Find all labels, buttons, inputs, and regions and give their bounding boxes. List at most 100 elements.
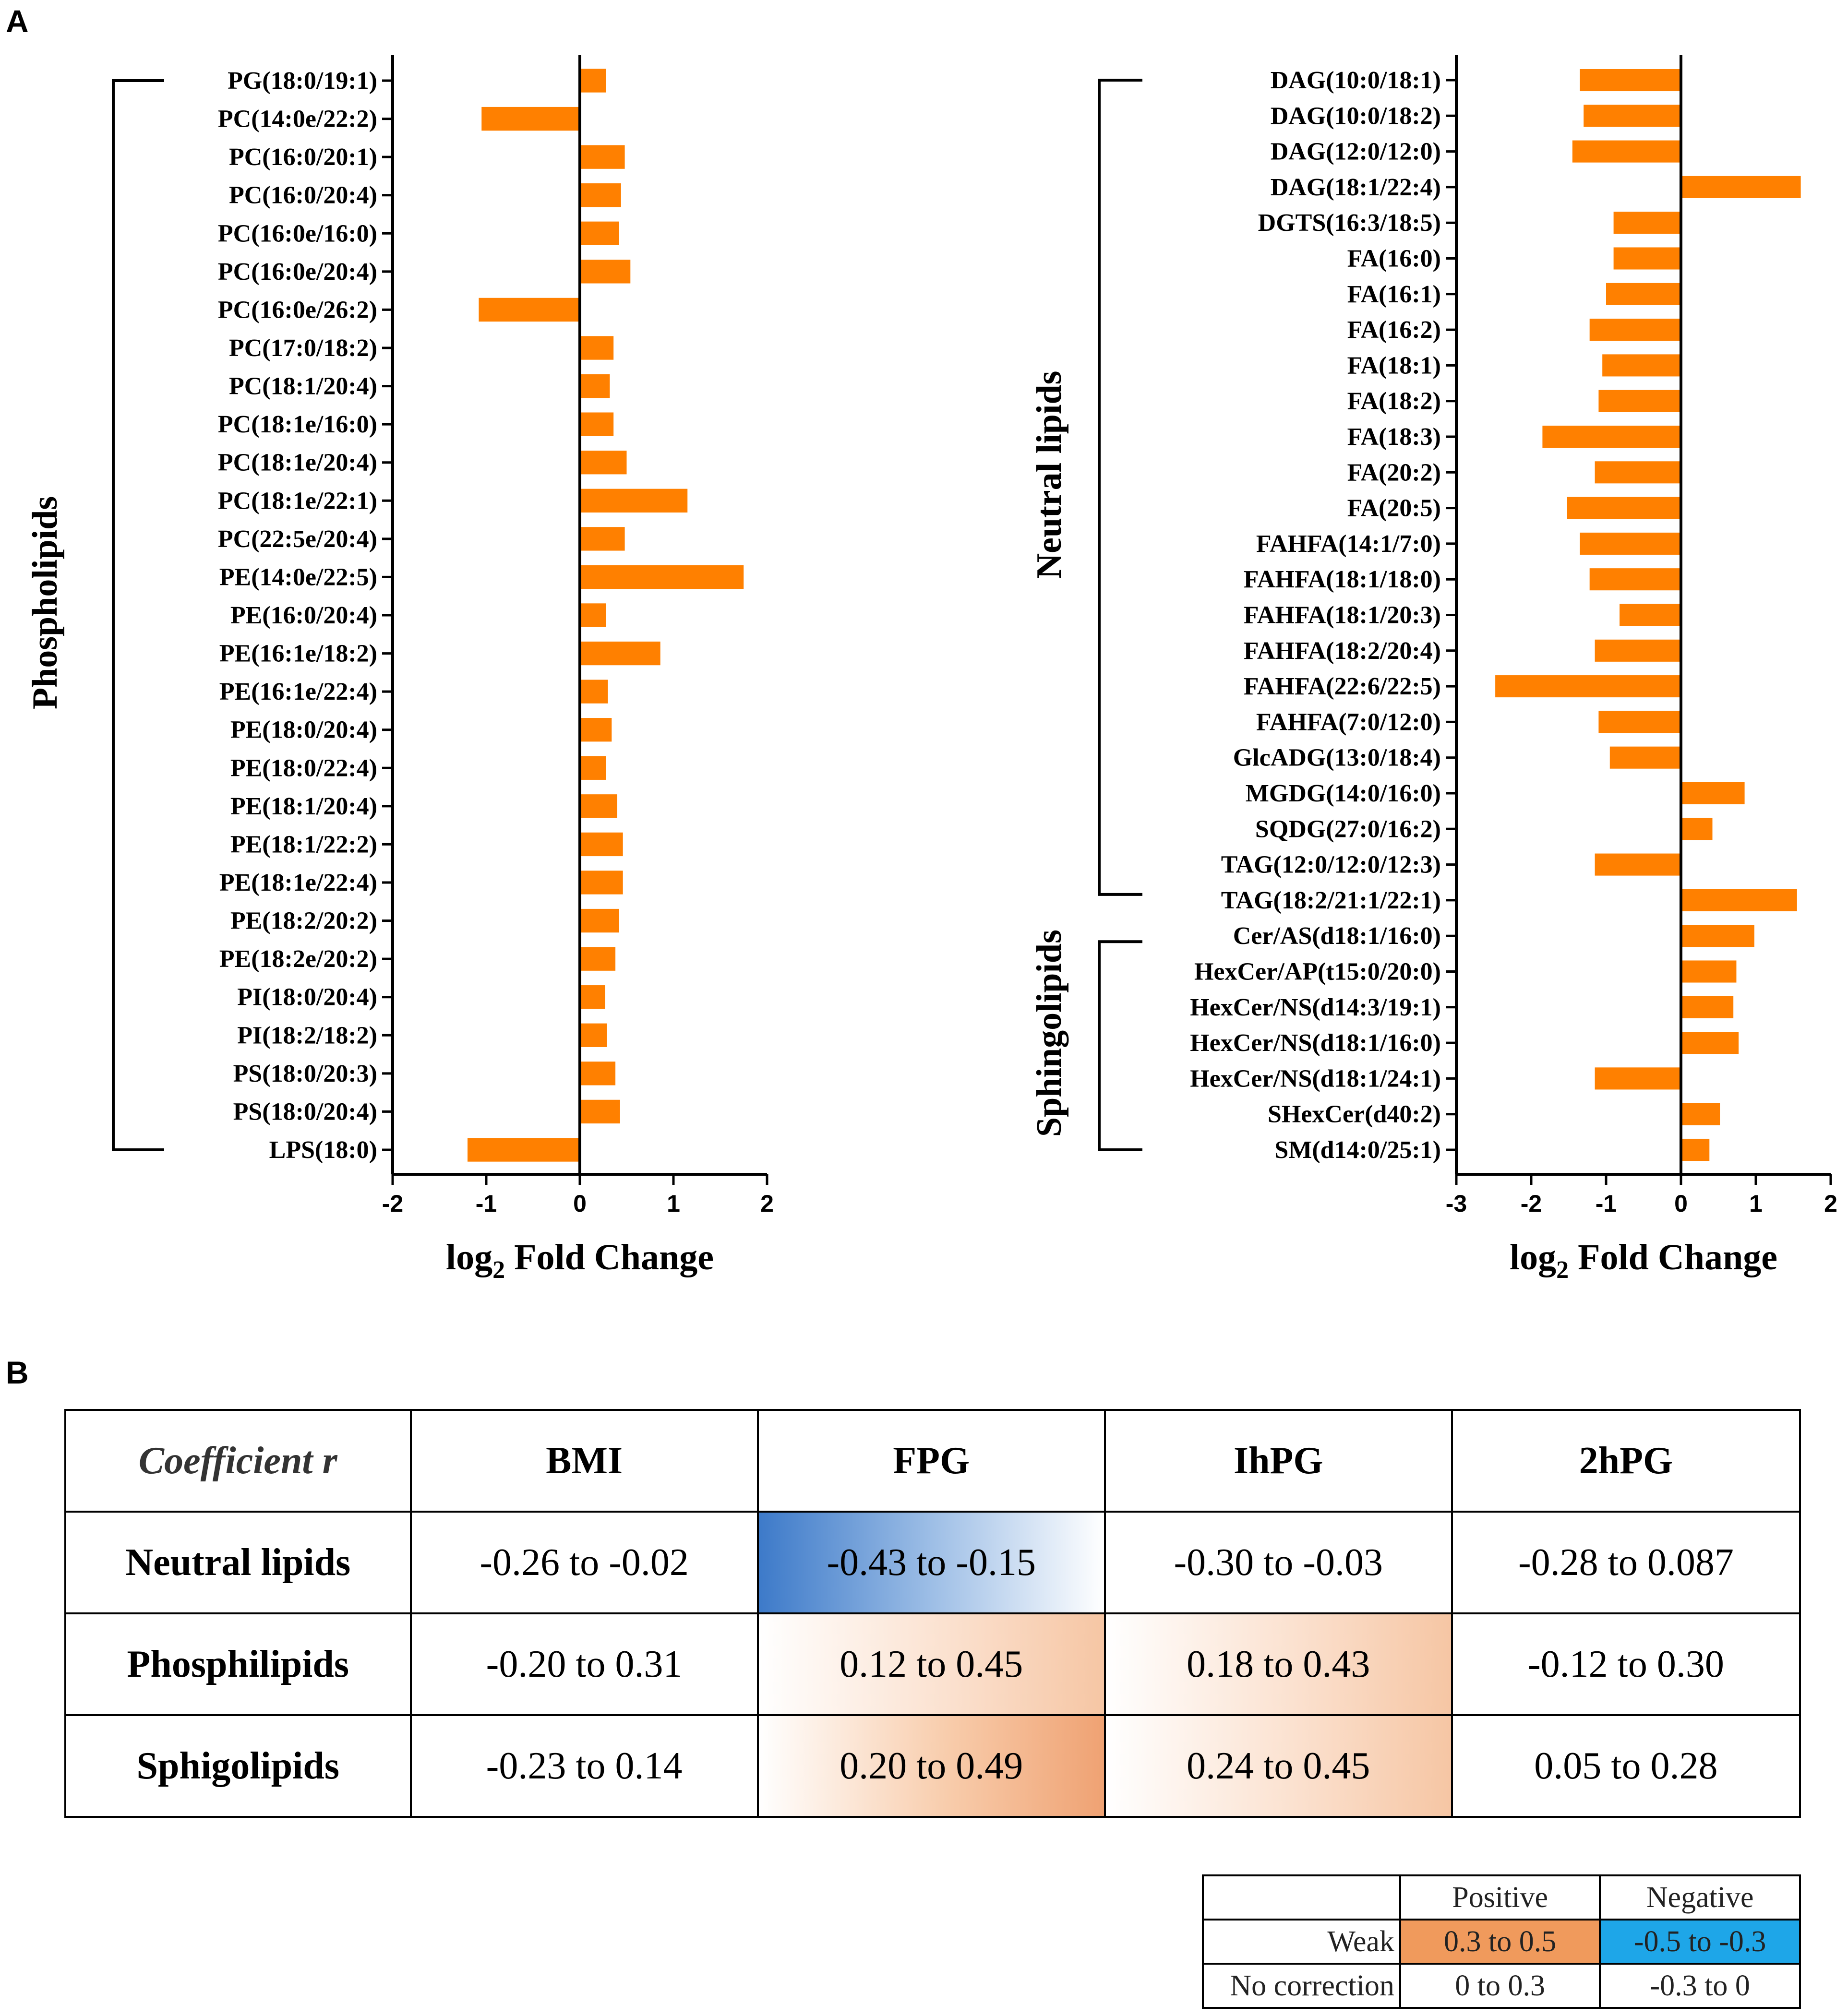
col-header-2hpg: 2hPG (1451, 1409, 1801, 1513)
bar (1681, 925, 1754, 947)
category-label: PC(18:1e/16:0) (218, 411, 377, 438)
legend-nocorr-positive: 0 to 0.3 (1399, 1963, 1601, 2009)
row-header-neutral-lipids: Neutral lipids (64, 1511, 412, 1614)
bar (580, 871, 623, 895)
category-label: HexCer/NS(d18:1/16:0) (1190, 1029, 1441, 1057)
bar (1613, 212, 1681, 234)
x-tick-label: 0 (573, 1190, 587, 1217)
group-bracket (1098, 940, 1142, 1151)
bar (481, 107, 580, 131)
legend-header-row: Positive Negative (1202, 1874, 1801, 1921)
category-label: PC(16:0/20:4) (229, 182, 377, 209)
cell-sphingo-ihpg: 0.24 to 0.45 (1104, 1714, 1453, 1818)
category-label: FA(16:2) (1347, 316, 1441, 344)
bar (580, 832, 623, 857)
category-label: PE(16:0/20:4) (230, 602, 377, 629)
category-label: SQDG(27:0/16:2) (1255, 815, 1441, 843)
category-label: PE(18:0/22:4) (230, 754, 377, 782)
legend-row-label-no-correction: No correction (1202, 1963, 1401, 2009)
bar (580, 221, 619, 245)
category-label: FAHFA(22:6/22:5) (1244, 673, 1441, 700)
correlation-table: Coefficient r BMI FPG IhPG 2hPG Neutral … (64, 1409, 1801, 1818)
category-label: HexCer/NS(d18:1/24:1) (1190, 1065, 1441, 1092)
bar (580, 183, 621, 207)
bar (580, 412, 614, 436)
bar (580, 69, 606, 93)
col-header-ihpg: IhPG (1104, 1409, 1453, 1513)
x-tick-label: 0 (1674, 1190, 1688, 1217)
bar (580, 1062, 616, 1086)
category-label: PE(18:1/22:2) (230, 831, 377, 858)
neutral-sphingolipids-bar-chart: DAG(10:0/18:1) DAG(10:0/18:2) DAG(12:0/12:… (1030, 55, 1837, 1284)
bar (1681, 1138, 1710, 1161)
category-label: PC(16:0/20:1) (229, 143, 377, 171)
bar (580, 527, 625, 551)
cell-neutral-ihpg: -0.30 to -0.03 (1104, 1511, 1453, 1614)
category-label: PC(17:0/18:2) (229, 334, 377, 362)
bar (580, 489, 688, 513)
row-header-sphigolipids: Sphigolipids (64, 1714, 412, 1818)
correlation-header-row: Coefficient r BMI FPG IhPG 2hPG (64, 1409, 1801, 1513)
bar (1613, 247, 1681, 270)
bar (1595, 639, 1681, 662)
x-axis-title: log2 Fold Change (1510, 1237, 1777, 1284)
category-label: DAG(10:0/18:1) (1271, 67, 1441, 94)
legend-weak-positive: 0.3 to 0.5 (1399, 1919, 1601, 1965)
category-label: HexCer/NS(d14:3/19:1) (1190, 994, 1441, 1021)
category-label: GlcADG(13:0/18:4) (1233, 744, 1441, 772)
group-label: Neutral lipids (1030, 371, 1069, 579)
bar (580, 336, 614, 360)
legend-corner (1202, 1874, 1401, 1921)
bar (580, 374, 610, 398)
category-label: DAG(18:1/22:4) (1271, 174, 1441, 201)
bar (1598, 390, 1681, 412)
category-label: PC(16:0e/16:0) (218, 220, 377, 247)
panel-label-a: A (6, 3, 29, 39)
bar (580, 603, 606, 627)
bar (1681, 1032, 1739, 1054)
bar (1589, 568, 1681, 591)
category-label: PC(16:0e/20:4) (218, 258, 377, 286)
category-label: FA(18:3) (1347, 423, 1441, 451)
cell-sphingo-bmi: -0.23 to 0.14 (409, 1714, 759, 1818)
legend-nocorr-negative: -0.3 to 0 (1599, 1963, 1801, 2009)
category-label: PE(18:2/20:2) (230, 907, 377, 935)
bar (580, 756, 606, 780)
category-label: PC(18:1e/22:1) (218, 487, 377, 514)
bar (580, 680, 608, 704)
x-tick-label: 1 (667, 1190, 680, 1217)
cell-neutral-bmi: -0.26 to -0.02 (409, 1511, 759, 1614)
bar (1542, 425, 1681, 448)
cell-neutral-fpg: -0.43 to -0.15 (756, 1511, 1106, 1614)
bar (580, 947, 616, 971)
category-label: FA(16:1) (1347, 281, 1441, 308)
cell-phospho-2hpg: -0.12 to 0.30 (1451, 1612, 1801, 1716)
group-bracket (1098, 79, 1142, 896)
category-label: PC(18:1/20:4) (229, 373, 377, 400)
x-tick-label: -2 (382, 1190, 403, 1217)
category-label: PE(18:0/20:4) (230, 716, 377, 744)
category-label: PI(18:2/18:2) (237, 1022, 377, 1049)
bar (1595, 853, 1681, 876)
category-label: DGTS(16:3/18:5) (1258, 209, 1441, 237)
category-label: FA(16:0) (1347, 245, 1441, 273)
category-label: TAG(12:0/12:0/12:3) (1221, 851, 1441, 879)
x-tick-label: -2 (1521, 1190, 1542, 1217)
category-label: PC(14:0e/22:2) (218, 106, 377, 133)
category-label: FAHFA(7:0/12:0) (1256, 708, 1441, 736)
bar (1620, 604, 1681, 626)
category-label: PE(18:1/20:4) (230, 793, 377, 820)
bar (1567, 497, 1681, 519)
legend-col-positive: Positive (1399, 1874, 1601, 1921)
bar (479, 298, 580, 322)
x-tick-label: -3 (1446, 1190, 1467, 1217)
bar (1572, 140, 1681, 163)
bar (1589, 319, 1681, 341)
x-tick-label: -1 (1596, 1190, 1617, 1217)
bar (580, 985, 605, 1009)
x-tick-label: 1 (1749, 1190, 1763, 1217)
category-label: FA(18:2) (1347, 388, 1441, 415)
category-label: PE(18:1e/22:4) (219, 869, 377, 896)
category-label: HexCer/AP(t15:0/20:0) (1194, 958, 1441, 986)
bar (580, 260, 631, 284)
